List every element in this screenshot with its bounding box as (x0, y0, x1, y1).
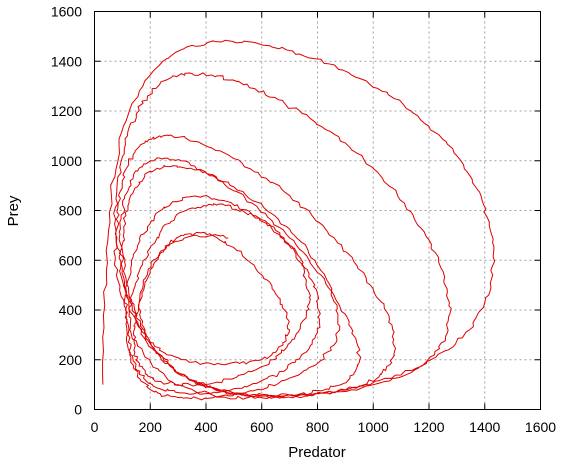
y-tick-label: 800 (59, 203, 83, 219)
y-tick-label: 1200 (51, 103, 82, 119)
y-tick-label: 1400 (51, 53, 82, 69)
x-tick-label: 1000 (358, 419, 389, 435)
y-tick-label: 0 (74, 402, 82, 418)
grid-lines (94, 11, 541, 410)
y-tick-label: 200 (59, 352, 83, 368)
y-tick-label: 1000 (51, 153, 82, 169)
x-tick-label: 0 (91, 419, 99, 435)
y-tick-label: 400 (59, 302, 83, 318)
plot-frame (94, 11, 541, 410)
y-tick-labels: 0 200 400 600 800 1000 1200 1400 1600 (51, 4, 82, 418)
y-axis-label: Prey (5, 195, 22, 226)
y-tick-label: 1600 (51, 4, 82, 20)
x-axis-label: Predator (288, 444, 346, 461)
x-tick-label: 1600 (525, 419, 556, 435)
x-tick-label: 600 (250, 419, 274, 435)
x-tick-label: 800 (306, 419, 330, 435)
series-layer (102, 39, 496, 401)
x-tick-label: 400 (194, 419, 218, 435)
y-tick-label: 600 (59, 252, 83, 268)
x-tick-label: 1400 (469, 419, 500, 435)
x-tick-label: 200 (139, 419, 163, 435)
x-tick-label: 1200 (413, 419, 444, 435)
series-trajectory (102, 39, 496, 401)
x-tick-labels: 0 200 400 600 800 1000 1200 1400 1600 (91, 419, 557, 435)
